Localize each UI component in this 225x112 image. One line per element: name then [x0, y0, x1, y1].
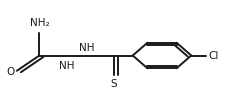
- Text: S: S: [110, 78, 117, 88]
- Text: NH: NH: [59, 60, 74, 70]
- Text: NH: NH: [79, 43, 94, 53]
- Text: O: O: [6, 66, 14, 76]
- Text: NH₂: NH₂: [29, 18, 49, 28]
- Text: Cl: Cl: [208, 51, 218, 61]
